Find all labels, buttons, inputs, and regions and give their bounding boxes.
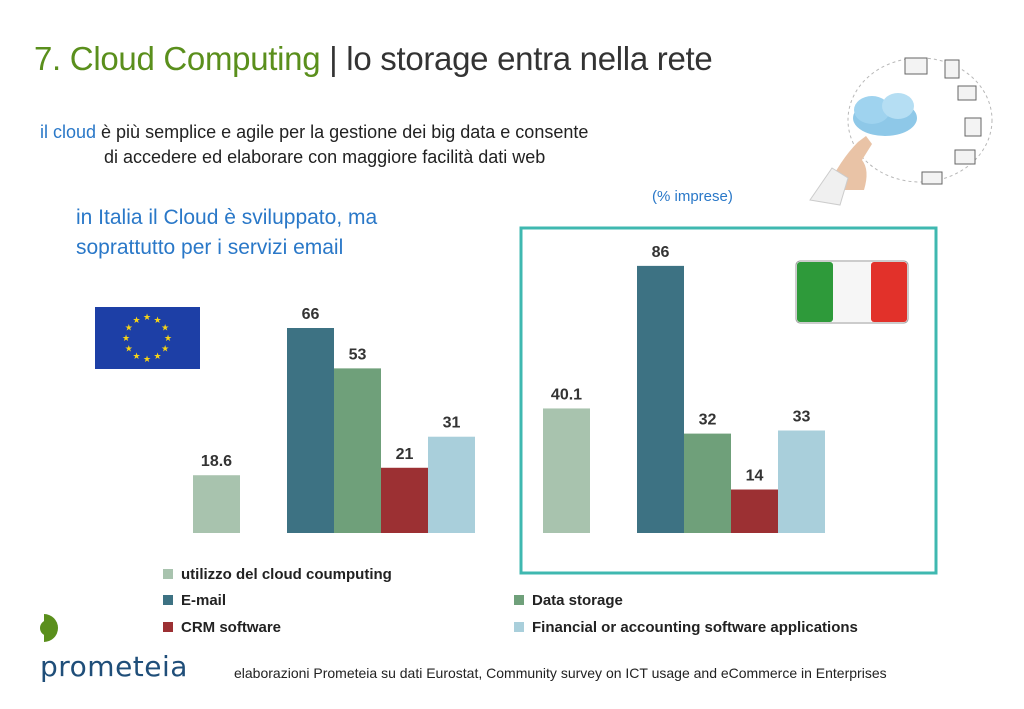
legend-label: CRM software [181, 619, 282, 636]
eu-star: ★ [125, 324, 133, 334]
eu-star: ★ [143, 313, 151, 323]
legend-swatch [163, 569, 173, 580]
eu-star: ★ [143, 355, 151, 365]
bar-italia-email [637, 265, 684, 533]
legend-swatch [163, 595, 173, 606]
legend-item-email: E-mail [163, 592, 226, 609]
legend-label: Data storage [532, 592, 623, 609]
data-label-eu-crm: 21 [396, 446, 414, 463]
data-label-eu-email: 66 [302, 306, 320, 323]
data-label-italia-email: 86 [652, 244, 670, 261]
eu-flag-icon: ★ ★★★★★★★★★★★ [95, 307, 200, 369]
italy-flag-icon [795, 260, 909, 324]
data-label-italia-financial: 33 [793, 409, 811, 426]
legend-swatch [163, 622, 173, 633]
subtitle-highlight: il cloud [40, 122, 97, 142]
data-label-italia-data-storage: 32 [699, 412, 717, 429]
eu-star: ★ [164, 334, 172, 344]
title-separator: | [320, 40, 347, 77]
bar-eu-data-storage [334, 368, 381, 533]
legend-label: E-mail [181, 592, 227, 609]
data-label-eu-financial: 31 [443, 415, 461, 432]
bar-italia-financial [778, 430, 825, 533]
eu-star: ★ [125, 345, 133, 355]
data-label-eu-cloud-usage: 18.6 [201, 453, 232, 470]
highlight-line1: in Italia il Cloud è sviluppato, ma [76, 206, 378, 229]
subtitle-line1: è più semplice e agile per la gestione d… [96, 122, 589, 142]
page-title: 7. Cloud Computing | lo storage entra ne… [34, 40, 713, 78]
data-label-italia-cloud-usage: 40.1 [551, 386, 582, 403]
bar-italia-cloud-usage [543, 408, 590, 533]
highlight-line2: soprattutto per i servizi email [76, 236, 344, 259]
italy-chart: 40.1 86 32 14 33 [543, 244, 825, 533]
data-label-italia-crm: 14 [746, 468, 764, 485]
legend-swatch [514, 595, 524, 606]
eu-star: ★ [161, 324, 169, 334]
eu-star: ★ [132, 316, 140, 326]
highlight-text: in Italia il Cloud è sviluppato, ma sopr… [76, 203, 377, 263]
legend-item-financial: Financial or accounting software applica… [514, 619, 858, 636]
source-footer: elaborazioni Prometeia su dati Eurostat,… [234, 665, 887, 681]
italy-chart-frame [519, 226, 938, 575]
title-secondary: lo storage entra nella rete [346, 40, 713, 77]
eu-star: ★ [161, 345, 169, 355]
legend-item-data-storage: Data storage [514, 592, 623, 609]
title-main: 7. Cloud Computing [34, 40, 321, 77]
logo-text: prometeia [40, 650, 188, 683]
eu-star: ★ [122, 334, 130, 344]
legend-label: utilizzo del cloud coumputing [181, 566, 392, 583]
data-label-eu-data-storage: 53 [349, 346, 367, 363]
eu-chart: 18.6 66 53 21 31 [193, 306, 475, 533]
bar-eu-email [287, 328, 334, 533]
eu-star: ★ [153, 352, 161, 362]
legend-swatch [514, 622, 524, 633]
eu-star: ★ [132, 352, 140, 362]
legend-item-crm: CRM software [163, 619, 281, 636]
unit-note: (% imprese) [652, 188, 733, 205]
bar-eu-crm [381, 467, 428, 533]
bar-eu-financial [428, 436, 475, 533]
bar-italia-crm [731, 489, 778, 533]
subtitle-line2: di accedere ed elaborare con maggiore fa… [104, 147, 546, 167]
bar-eu-cloud-usage [193, 475, 240, 533]
legend-label: Financial or accounting software applica… [532, 619, 858, 636]
legend-item-cloud-usage: utilizzo del cloud coumputing [163, 566, 392, 583]
eu-star: ★ [153, 316, 161, 326]
bar-italia-data-storage [684, 433, 731, 533]
subtitle: il cloud è più semplice e agile per la g… [40, 120, 588, 170]
